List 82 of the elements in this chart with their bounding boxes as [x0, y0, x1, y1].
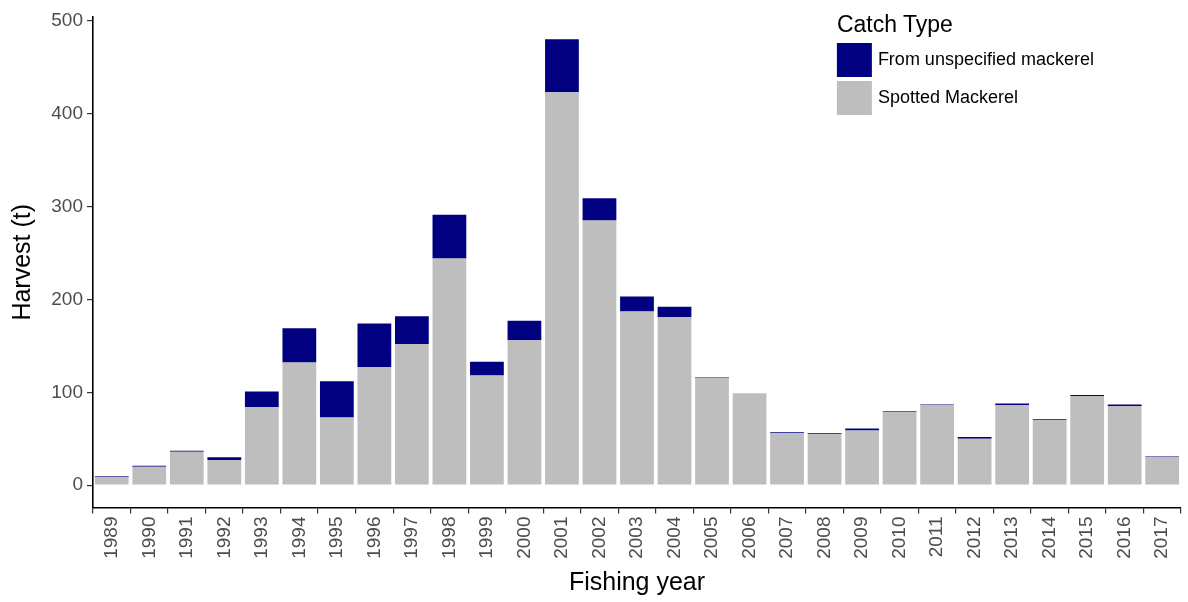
- y-tick-label: 400: [51, 101, 83, 123]
- bar: [357, 367, 392, 485]
- bar: [732, 393, 767, 485]
- x-tick-label: 2000: [512, 516, 534, 559]
- bar: [957, 438, 992, 485]
- x-tick-label: 2015: [1075, 516, 1097, 559]
- bar: [169, 451, 204, 485]
- bar: [395, 316, 429, 344]
- bar: [695, 378, 729, 485]
- bar: [132, 466, 167, 485]
- x-tick-label: 1991: [175, 516, 197, 559]
- x-tick-label: 2014: [1037, 516, 1059, 559]
- x-axis-title: Fishing year: [568, 566, 706, 595]
- x-tick-label: 1995: [325, 516, 347, 559]
- bar: [620, 296, 654, 312]
- x-tick-label: 1993: [250, 516, 272, 559]
- bar: [657, 317, 692, 485]
- x-tick-label: 2009: [850, 516, 872, 559]
- x-tick-label: 2017: [1150, 516, 1172, 559]
- x-tick-label: 2012: [962, 516, 984, 559]
- x-tick-label: 1999: [475, 516, 497, 559]
- x-tick-label: 2004: [662, 516, 684, 559]
- bar: [395, 344, 429, 485]
- x-tick-label: 2007: [775, 516, 797, 559]
- bar: [432, 258, 467, 485]
- x-tick-label: 1996: [362, 516, 384, 559]
- y-tick-label: 0: [72, 473, 83, 495]
- bar: [545, 92, 579, 485]
- x-tick-label: 1998: [437, 516, 459, 559]
- x-tick-label: 1989: [99, 516, 121, 559]
- x-tick-label: 2003: [625, 516, 647, 559]
- bar: [995, 405, 1030, 485]
- bar: [770, 433, 804, 485]
- bar: [582, 220, 617, 485]
- y-tick-label: 500: [51, 8, 83, 30]
- bar: [845, 430, 879, 485]
- bar: [319, 381, 354, 418]
- x-tick-label: 2013: [1000, 516, 1022, 559]
- bar: [1070, 396, 1105, 485]
- x-tick-label: 2005: [700, 516, 722, 559]
- bar: [507, 320, 542, 341]
- bar: [470, 375, 504, 485]
- bar: [657, 306, 692, 318]
- x-tick-label: 1990: [137, 516, 159, 559]
- bar: [1145, 457, 1180, 485]
- bar: [207, 460, 242, 485]
- bar: [207, 457, 242, 461]
- y-tick-label: 100: [51, 380, 83, 402]
- bar: [432, 214, 467, 259]
- bar: [319, 417, 354, 485]
- legend-title: Catch Type: [836, 10, 953, 37]
- bar: [807, 434, 842, 485]
- y-tick-label: 300: [51, 194, 83, 216]
- bar: [507, 340, 542, 485]
- x-tick-label: 2011: [925, 516, 947, 558]
- x-tick-label: 2016: [1112, 516, 1134, 559]
- legend-label: From unspecified mackerel: [877, 48, 1094, 69]
- x-tick-label: 2001: [550, 516, 572, 559]
- x-tick-label: 1997: [400, 516, 422, 559]
- bar: [882, 411, 917, 485]
- x-tick-label: 1992: [212, 516, 234, 559]
- y-tick-label: 200: [51, 287, 83, 309]
- bar: [357, 323, 392, 368]
- bar: [920, 405, 954, 485]
- bar: [1107, 406, 1142, 485]
- bar: [545, 39, 579, 93]
- bar: [582, 198, 617, 221]
- legend-label: Spotted Mackerel: [877, 86, 1018, 107]
- x-tick-label: 1994: [287, 516, 309, 559]
- x-tick-label: 2002: [587, 516, 609, 559]
- bar: [620, 311, 654, 485]
- bar: [244, 407, 279, 485]
- y-axis-title: Harvest (t): [6, 203, 35, 321]
- x-tick-label: 2010: [887, 516, 909, 559]
- x-tick-label: 2008: [812, 516, 834, 559]
- bar: [244, 391, 279, 408]
- x-tick-label: 2006: [737, 516, 759, 559]
- bar: [282, 362, 317, 485]
- bar: [1032, 420, 1067, 485]
- bar: [470, 361, 504, 376]
- bar: [94, 476, 129, 485]
- bar: [282, 328, 317, 363]
